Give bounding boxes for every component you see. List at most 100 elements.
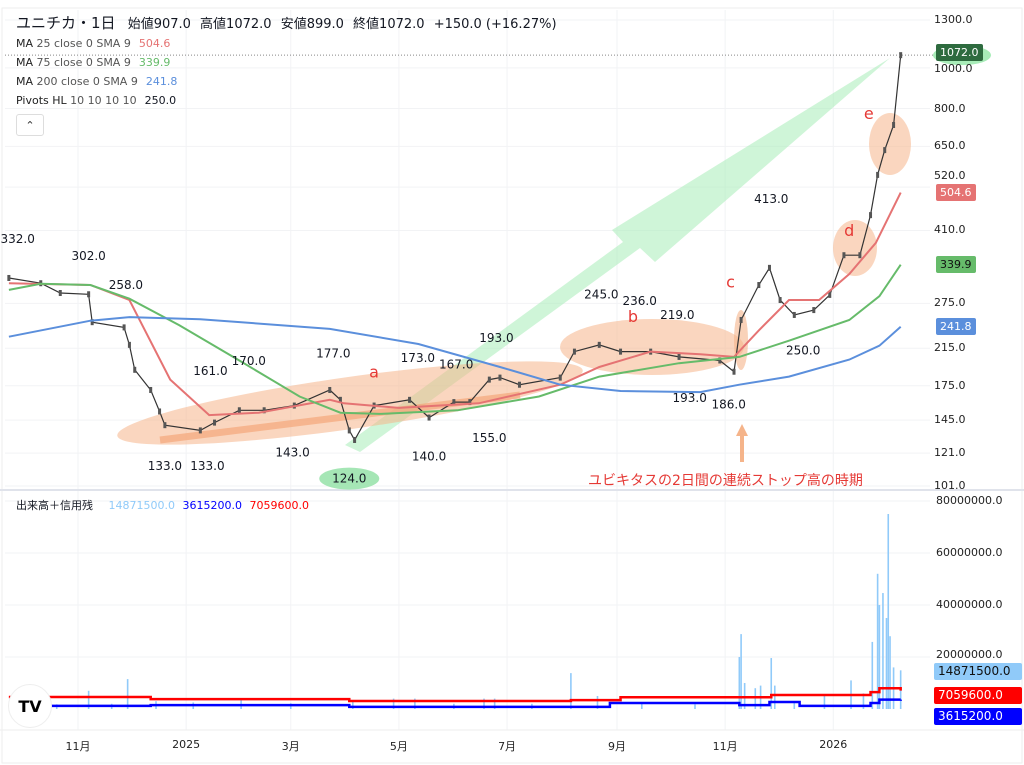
indicator-name: MA bbox=[16, 75, 34, 88]
candle bbox=[558, 374, 562, 381]
pivot-label: 124.0 bbox=[332, 472, 366, 486]
candle bbox=[237, 407, 241, 414]
wave-marker-a: a bbox=[369, 363, 379, 382]
volume-value: 14871500.0 bbox=[108, 499, 175, 512]
volume-bar bbox=[770, 658, 773, 709]
pivot-label: 219.0 bbox=[660, 308, 694, 322]
indicator-name: Pivots HL bbox=[16, 94, 67, 107]
candle bbox=[739, 316, 743, 323]
chevron-up-icon: ⌃ bbox=[25, 118, 35, 132]
open-value: 始値907.0 bbox=[127, 17, 191, 32]
ma-line-ma75 bbox=[8, 264, 902, 415]
candle bbox=[732, 368, 736, 375]
pivot-label: 258.0 bbox=[109, 278, 143, 292]
volume-bar bbox=[738, 657, 741, 709]
pivot-label: 186.0 bbox=[712, 398, 746, 412]
candle bbox=[517, 381, 521, 388]
price-axis-label: 175.0 bbox=[934, 378, 966, 392]
pivot-label: 133.0 bbox=[148, 459, 182, 473]
volume-bar bbox=[596, 696, 599, 709]
pivot-label: 250.0 bbox=[786, 344, 820, 358]
volume-bar bbox=[570, 673, 572, 709]
volume-indicator-name: 出来高＋信用残 bbox=[16, 499, 93, 512]
pivot-label: 236.0 bbox=[623, 294, 657, 308]
price-axis-label: 101.0 bbox=[934, 479, 966, 493]
volume-axis-label: 80000000.0 bbox=[936, 494, 1003, 507]
candle bbox=[427, 414, 431, 421]
candle bbox=[158, 408, 162, 415]
candle bbox=[90, 319, 94, 326]
ma-value-tag: 241.8 bbox=[936, 317, 976, 335]
indicator-params: 25 close 0 SMA 9 bbox=[36, 37, 131, 50]
indicator-value: 504.6 bbox=[138, 37, 171, 50]
candle bbox=[262, 407, 266, 414]
candle bbox=[757, 282, 761, 289]
indicator-value: 339.9 bbox=[138, 56, 171, 69]
indicator-ma75[interactable]: MA 75 close 0 SMA 9 339.9 bbox=[16, 53, 562, 72]
volume-bar bbox=[882, 593, 884, 709]
pivot-label: 245.0 bbox=[584, 287, 618, 301]
candle bbox=[767, 264, 771, 271]
pivot-label: 193.0 bbox=[479, 331, 513, 345]
candle bbox=[338, 396, 342, 403]
price-axis-label: 1000.0 bbox=[934, 62, 973, 76]
up-arrow-icon bbox=[736, 424, 748, 462]
indicator-pivots[interactable]: Pivots HL 10 10 10 10 250.0 bbox=[16, 91, 562, 110]
candle bbox=[876, 171, 880, 178]
wave-marker-b: b bbox=[628, 307, 638, 326]
volume-bar bbox=[878, 605, 881, 709]
time-axis-label: 11月 bbox=[65, 740, 91, 753]
pivot-label: 140.0 bbox=[412, 449, 446, 463]
price-axis-label: 145.0 bbox=[934, 413, 966, 427]
time-axis-label: 2026 bbox=[819, 738, 848, 751]
pivot-highlight-ellipse bbox=[319, 467, 380, 490]
time-axis-label: 3月 bbox=[281, 740, 300, 753]
volume-bar bbox=[793, 701, 796, 709]
tradingview-logo[interactable]: TV bbox=[8, 684, 52, 728]
indicator-params: 10 10 10 10 bbox=[70, 94, 137, 107]
volume-bar bbox=[743, 683, 746, 709]
volume-bar bbox=[823, 696, 826, 709]
volume-bar bbox=[885, 618, 888, 709]
pivot-label: 155.0 bbox=[472, 431, 506, 445]
time-axis-label: 7月 bbox=[498, 740, 517, 753]
candle bbox=[677, 353, 681, 360]
price-axis-label: 215.0 bbox=[934, 341, 966, 355]
candle bbox=[163, 422, 167, 429]
price-line bbox=[8, 55, 902, 442]
price-axis-label: 650.0 bbox=[934, 139, 966, 153]
margin-blue-tag: 3615200.0 bbox=[934, 707, 1022, 725]
indicator-ma25[interactable]: MA 25 close 0 SMA 9 504.6 bbox=[16, 34, 562, 53]
price-axis-label: 275.0 bbox=[934, 296, 966, 310]
price-axis-label: 1300.0 bbox=[934, 12, 973, 26]
indicator-name: MA bbox=[16, 37, 34, 50]
volume-axis-label: 60000000.0 bbox=[936, 546, 1003, 559]
candle bbox=[198, 427, 202, 434]
price-axis-label: 121.0 bbox=[934, 446, 966, 460]
candle bbox=[58, 290, 62, 297]
indicator-ma200[interactable]: MA 200 close 0 SMA 9 241.8 bbox=[16, 72, 562, 91]
candle bbox=[87, 291, 91, 298]
wave-marker-e: e bbox=[864, 104, 874, 123]
volume-bar bbox=[887, 514, 890, 709]
indicator-params: 75 close 0 SMA 9 bbox=[36, 56, 131, 69]
volume-legend[interactable]: 出来高＋信用残 14871500.0 3615200.0 7059600.0 bbox=[16, 497, 313, 513]
candle bbox=[572, 348, 576, 355]
volume-bar bbox=[641, 702, 643, 709]
candle bbox=[842, 252, 846, 259]
volume-bar bbox=[871, 641, 874, 709]
collapse-legend-button[interactable]: ⌃ bbox=[16, 114, 44, 136]
volume-bar bbox=[87, 690, 90, 709]
candle bbox=[792, 311, 796, 318]
candle bbox=[7, 274, 11, 281]
time-axis-label: 9月 bbox=[607, 740, 626, 753]
symbol-title[interactable]: ユニチカ・1日 bbox=[16, 14, 116, 32]
margin-line-blue bbox=[8, 698, 902, 709]
candle bbox=[347, 427, 351, 434]
volume-bar bbox=[392, 698, 395, 709]
indicator-value: 241.8 bbox=[145, 75, 178, 88]
price-axis-label: 520.0 bbox=[934, 168, 966, 182]
candle bbox=[828, 291, 832, 298]
time-axis-label: 5月 bbox=[389, 740, 408, 753]
low-value: 安値899.0 bbox=[280, 17, 344, 32]
